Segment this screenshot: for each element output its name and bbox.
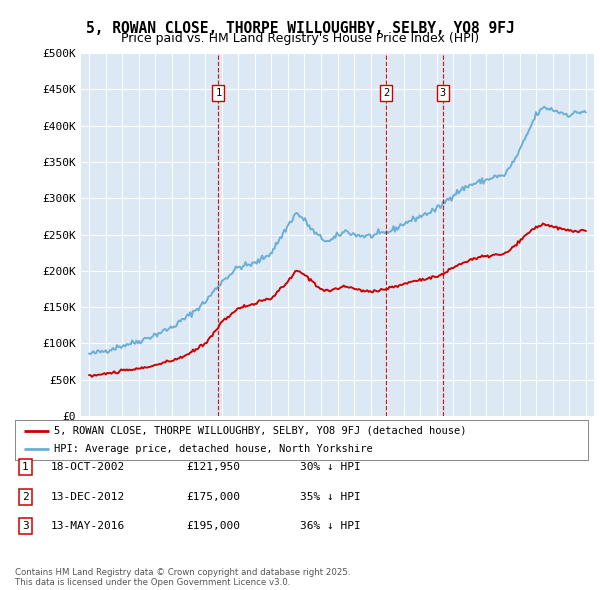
Text: HPI: Average price, detached house, North Yorkshire: HPI: Average price, detached house, Nort…	[54, 444, 373, 454]
Text: Price paid vs. HM Land Registry's House Price Index (HPI): Price paid vs. HM Land Registry's House …	[121, 32, 479, 45]
Text: £195,000: £195,000	[186, 522, 240, 531]
Text: 1: 1	[215, 88, 221, 98]
Text: 35% ↓ HPI: 35% ↓ HPI	[300, 492, 361, 502]
Text: 18-OCT-2002: 18-OCT-2002	[51, 463, 125, 472]
Text: 5, ROWAN CLOSE, THORPE WILLOUGHBY, SELBY, YO8 9FJ: 5, ROWAN CLOSE, THORPE WILLOUGHBY, SELBY…	[86, 21, 514, 35]
Text: 1: 1	[22, 463, 29, 472]
Text: 13-MAY-2016: 13-MAY-2016	[51, 522, 125, 531]
Text: 30% ↓ HPI: 30% ↓ HPI	[300, 463, 361, 472]
Text: £175,000: £175,000	[186, 492, 240, 502]
Text: 2: 2	[22, 492, 29, 502]
Text: 36% ↓ HPI: 36% ↓ HPI	[300, 522, 361, 531]
Text: 3: 3	[440, 88, 446, 98]
Text: £121,950: £121,950	[186, 463, 240, 472]
Text: 2: 2	[383, 88, 389, 98]
Text: 13-DEC-2012: 13-DEC-2012	[51, 492, 125, 502]
Text: 3: 3	[22, 522, 29, 531]
Text: Contains HM Land Registry data © Crown copyright and database right 2025.
This d: Contains HM Land Registry data © Crown c…	[15, 568, 350, 587]
Text: 5, ROWAN CLOSE, THORPE WILLOUGHBY, SELBY, YO8 9FJ (detached house): 5, ROWAN CLOSE, THORPE WILLOUGHBY, SELBY…	[54, 426, 466, 436]
